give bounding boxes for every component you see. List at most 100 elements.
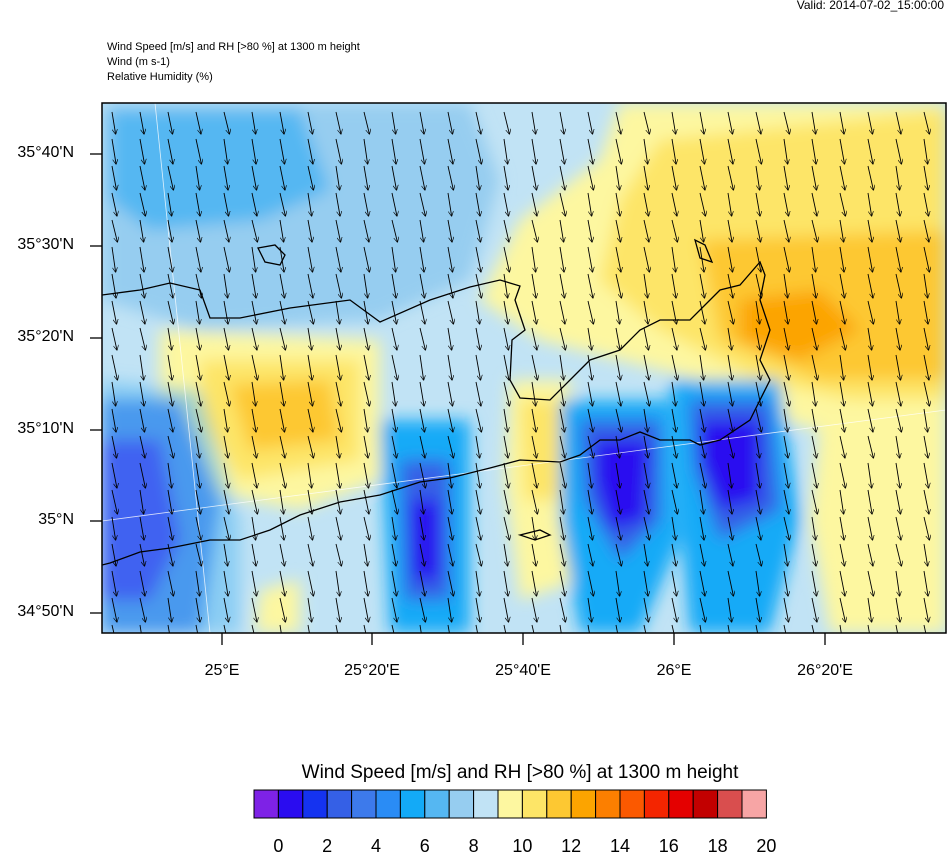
wind-arrow: [867, 246, 873, 272]
colorbar-tick: 10: [512, 836, 533, 856]
wind-arrow: [307, 624, 310, 633]
humidity-field-label: Relative Humidity (%): [107, 71, 213, 83]
wind-arrow: [363, 273, 368, 298]
wind-arrow: [111, 462, 117, 488]
wind-arrow: [419, 327, 425, 350]
wind-arrow: [867, 624, 870, 633]
wind-arrow: [643, 381, 649, 406]
wind-arrow: [363, 489, 369, 514]
wind-arrow: [223, 192, 229, 216]
wind-arrow: [643, 165, 648, 190]
wind-arrow: [167, 462, 172, 488]
wind-arrow: [111, 300, 117, 324]
wind-arrow: [895, 624, 899, 633]
wind-arrow: [587, 597, 592, 622]
wind-arrow: [279, 327, 285, 350]
wind-arrow: [671, 462, 677, 488]
wind-arrow: [475, 300, 480, 324]
colorbar-tick: 6: [419, 836, 430, 856]
wind-arrow: [111, 165, 117, 190]
wind-arrow: [251, 192, 257, 216]
wind-arrow: [139, 597, 145, 622]
wind-arrow: [195, 273, 201, 298]
wind-arrow: [895, 408, 901, 432]
wind-arrow: [503, 273, 508, 298]
wind-arrow: [111, 516, 116, 540]
wind-arrow: [811, 246, 816, 272]
wind-arrow: [391, 192, 397, 216]
wind-arrow: [895, 381, 901, 406]
wind-arrow: [531, 408, 536, 432]
wind-arrow: [699, 570, 705, 596]
wind-arrow: [587, 165, 593, 190]
wind-arrow: [307, 138, 313, 164]
wind-arrow: [139, 381, 144, 406]
wind-arrow: [335, 624, 339, 633]
wind-arrow: [755, 543, 761, 566]
wind-arrow: [335, 354, 341, 380]
wind-arrow: [419, 597, 425, 622]
wind-arrow: [307, 516, 313, 540]
wind-arrow: [783, 408, 788, 432]
wind-arrow: [811, 219, 817, 242]
wind-arrow: [839, 300, 845, 324]
wind-arrow: [447, 219, 452, 242]
wind-arrow: [503, 111, 509, 134]
wind-arrow: [783, 543, 788, 566]
wind-arrow: [615, 624, 619, 633]
wind-arrow: [139, 516, 144, 540]
wind-arrow: [587, 111, 593, 134]
wind-arrow: [895, 570, 900, 596]
wind-arrow: [279, 381, 284, 406]
wind-arrow: [699, 462, 705, 488]
wind-arrow: [783, 273, 788, 298]
wind-arrow: [363, 327, 369, 350]
wind-arrow: [335, 408, 341, 432]
wind-arrow: [643, 138, 648, 164]
wind-arrow: [615, 543, 621, 566]
colorbar-tick: 2: [322, 836, 333, 856]
wind-arrow: [111, 273, 116, 298]
wind-arrow: [223, 354, 229, 380]
wind-arrow: [195, 219, 201, 242]
wind-arrow: [727, 624, 730, 633]
wind-arrow: [419, 408, 425, 432]
wind-arrow: [587, 570, 593, 596]
wind-arrow: [447, 435, 453, 458]
wind-arrow: [783, 516, 789, 540]
wind-vectors: [111, 111, 929, 633]
wind-arrow: [643, 462, 649, 488]
wind-arrow: [139, 327, 145, 350]
wind-arrow: [755, 381, 761, 406]
wind-arrow: [643, 624, 647, 633]
wind-arrow: [531, 570, 537, 596]
wind-arrow: [699, 192, 705, 216]
wind-arrow: [223, 327, 229, 350]
colorbar-tick: 4: [370, 836, 381, 856]
wind-arrow: [223, 597, 229, 622]
wind-arrow: [251, 489, 257, 514]
wind-arrow: [363, 111, 369, 134]
wind-arrow: [755, 354, 761, 380]
wind-arrow: [811, 165, 817, 190]
wind-arrow: [363, 462, 369, 488]
wind-arrow: [923, 354, 929, 380]
wind-arrow: [139, 624, 142, 633]
wind-arrow: [363, 246, 369, 272]
colorbar-swatch: [424, 789, 450, 819]
wind-arrow: [419, 435, 425, 458]
wind-arrow: [671, 489, 677, 514]
wind-arrow: [503, 381, 509, 406]
wind-arrow: [531, 354, 537, 380]
wind-arrow: [755, 138, 761, 164]
wind-arrow: [503, 354, 509, 380]
wind-arrow: [167, 246, 173, 272]
wind-arrow: [167, 327, 172, 350]
wind-arrow: [503, 435, 508, 458]
wind-arrow: [867, 543, 873, 566]
wind-arrow: [895, 597, 900, 622]
wind-arrow: [671, 597, 677, 622]
wind-arrow: [615, 408, 621, 432]
wind-arrow: [279, 192, 285, 216]
wind-arrow: [111, 408, 116, 432]
